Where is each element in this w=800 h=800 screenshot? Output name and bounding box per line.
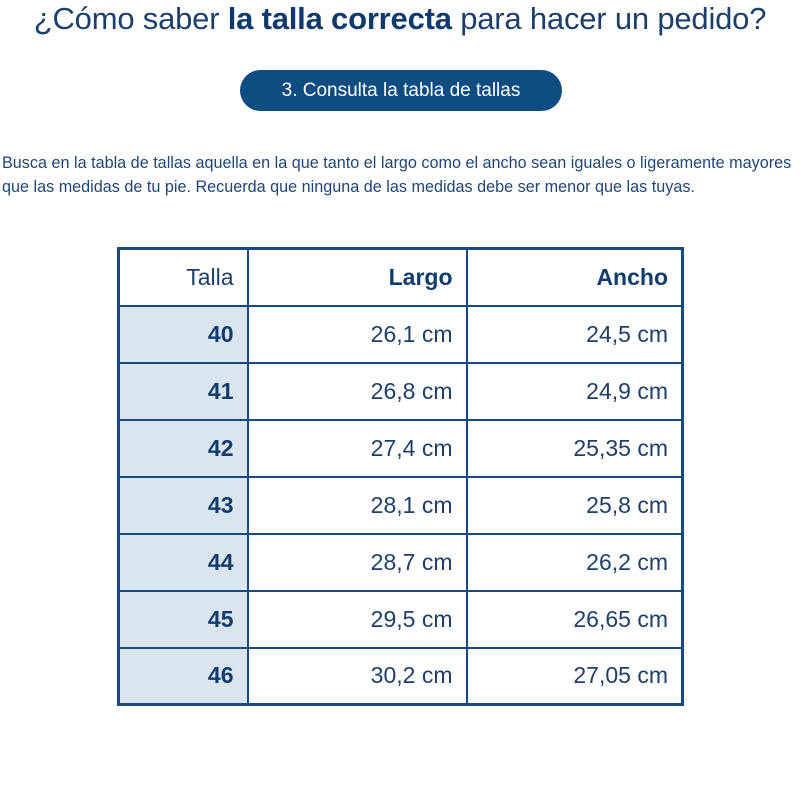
step-badge: 3. Consulta la tabla de tallas <box>240 70 562 111</box>
table-row: 43 28,1 cm 25,8 cm <box>117 475 684 535</box>
size-cell: 43 <box>117 475 249 535</box>
length-cell: 27,4 cm <box>246 418 468 478</box>
width-cell: 25,8 cm <box>465 475 684 535</box>
size-table: Talla Largo Ancho 40 26,1 cm 24,5 cm 41 … <box>117 247 684 706</box>
table-row: 46 30,2 cm 27,05 cm <box>117 646 684 706</box>
table-row: 40 26,1 cm 24,5 cm <box>117 304 684 364</box>
length-cell: 26,8 cm <box>246 361 468 421</box>
width-cell: 27,05 cm <box>465 646 684 706</box>
table-header-row: Talla Largo Ancho <box>117 247 684 307</box>
width-cell: 26,2 cm <box>465 532 684 592</box>
size-cell: 40 <box>117 304 249 364</box>
instructions-text: Busca en la tabla de tallas aquella en l… <box>2 154 792 196</box>
title-suffix: para hacer un pedido? <box>451 1 767 36</box>
size-cell: 42 <box>117 418 249 478</box>
table-row: 44 28,7 cm 26,2 cm <box>117 532 684 592</box>
header-size: Talla <box>117 247 249 307</box>
length-cell: 29,5 cm <box>246 589 468 649</box>
header-width: Ancho <box>465 247 684 307</box>
width-cell: 24,5 cm <box>465 304 684 364</box>
length-cell: 28,1 cm <box>246 475 468 535</box>
width-cell: 24,9 cm <box>465 361 684 421</box>
size-cell: 44 <box>117 532 249 592</box>
length-cell: 26,1 cm <box>246 304 468 364</box>
length-cell: 30,2 cm <box>246 646 468 706</box>
size-cell: 46 <box>117 646 249 706</box>
table-row: 42 27,4 cm 25,35 cm <box>117 418 684 478</box>
title-emphasis: la talla correcta <box>227 1 452 36</box>
page-title: ¿Cómo saber la talla correcta para hacer… <box>0 0 800 38</box>
title-prefix: ¿Cómo saber <box>33 1 228 36</box>
length-cell: 28,7 cm <box>246 532 468 592</box>
size-cell: 41 <box>117 361 249 421</box>
width-cell: 25,35 cm <box>465 418 684 478</box>
size-cell: 45 <box>117 589 249 649</box>
table-row: 45 29,5 cm 26,65 cm <box>117 589 684 649</box>
width-cell: 26,65 cm <box>465 589 684 649</box>
header-length: Largo <box>246 247 468 307</box>
table-row: 41 26,8 cm 24,9 cm <box>117 361 684 421</box>
